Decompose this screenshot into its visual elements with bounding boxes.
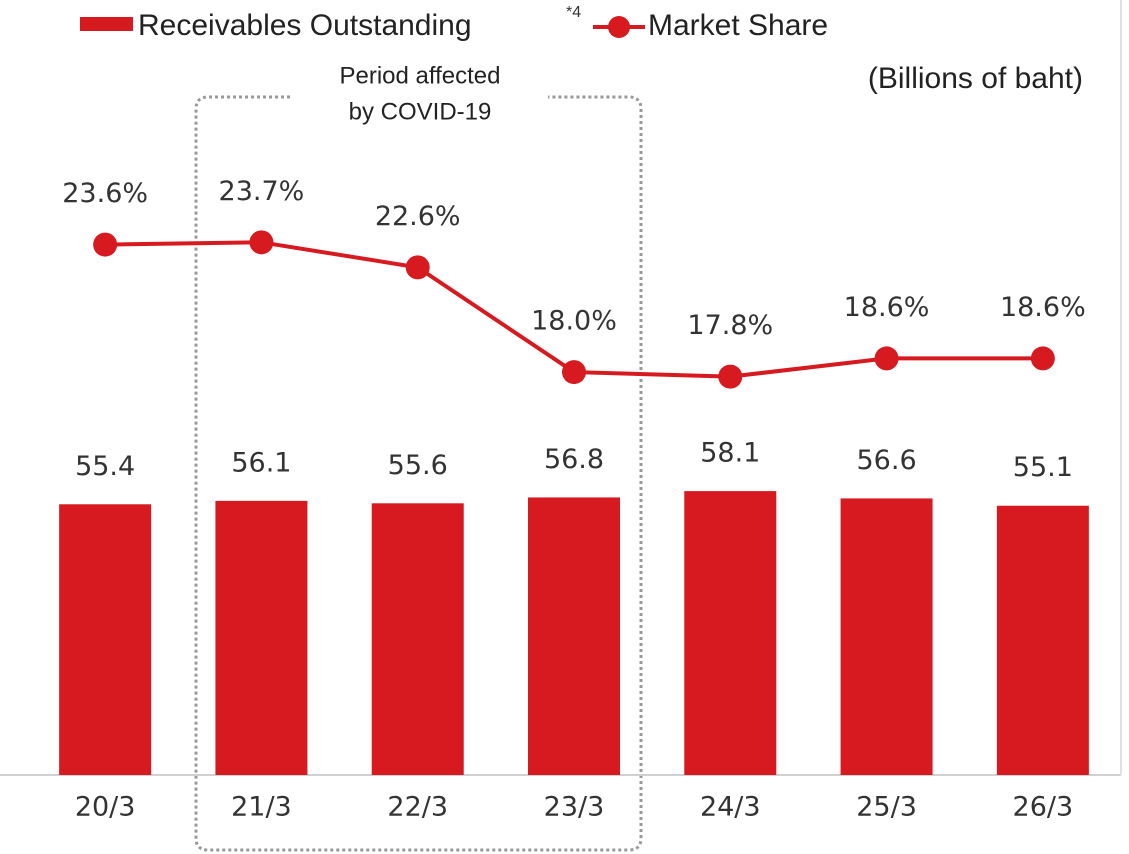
legend-label: Market Share [648,9,828,42]
line-value-label: 18.6% [1000,292,1086,323]
annotation-line: Period affected [339,62,500,89]
market-share-marker [249,230,274,255]
line-value-label: 17.8% [687,310,773,341]
bar [996,505,1089,775]
line-value-label: 23.7% [219,176,305,207]
bar-value-label: 56.8 [544,444,604,475]
bar [215,500,308,775]
legend-footnote: *4 [566,4,581,21]
annotation-line: by COVID-19 [349,98,492,125]
market-share-marker [874,346,899,371]
bar [59,504,152,775]
unit-label: (Billions of baht) [868,62,1083,95]
legend-marker [608,16,630,38]
x-tick-label: 24/3 [700,792,761,823]
bar-value-label: 58.1 [700,438,760,469]
bar [840,498,933,775]
bar-value-label: 56.6 [857,445,917,476]
x-tick-label: 20/3 [75,792,136,823]
line-value-label: 22.6% [375,201,461,232]
market-share-marker [93,232,118,257]
bar [371,503,464,775]
legend-label: Receivables Outstanding [138,9,472,42]
legend-bar-swatch [80,17,133,31]
bar [528,497,620,775]
market-share-marker [562,360,586,385]
market-share-marker [1030,346,1055,371]
market-share-marker [405,255,430,280]
line-value-label: 18.6% [844,292,930,323]
bar-value-label: 56.1 [231,447,291,478]
line-value-label: 23.6% [62,178,148,209]
bar [684,491,777,775]
bar-value-label: 55.4 [75,451,135,482]
x-tick-label: 23/3 [544,792,605,823]
line-value-label: 18.0% [531,306,617,337]
bar-value-label: 55.1 [1013,452,1073,483]
x-tick-label: 25/3 [856,792,917,823]
x-tick-label: 26/3 [1013,792,1074,823]
x-tick-label: 22/3 [387,792,448,823]
x-tick-label: 21/3 [231,792,292,823]
market-share-marker [718,364,743,389]
bar-value-label: 55.6 [388,450,448,481]
